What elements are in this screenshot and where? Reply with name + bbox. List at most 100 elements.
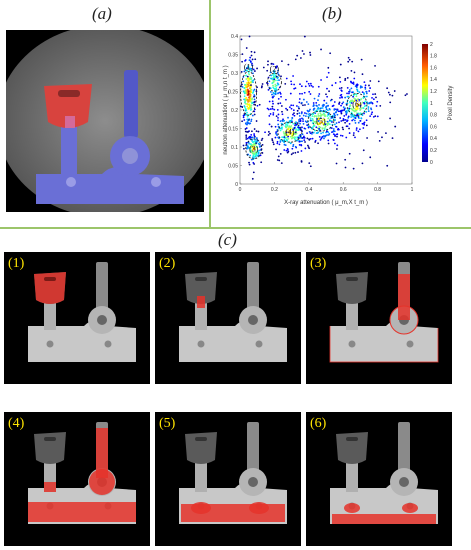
scatter-point <box>269 113 272 115</box>
scatter-point <box>305 101 308 103</box>
scatter-point <box>340 109 343 112</box>
scatter-point <box>309 82 312 85</box>
colorbar-tick-label: 1 <box>430 101 433 107</box>
scatter-point <box>250 143 252 146</box>
scatter-point <box>326 76 328 79</box>
scatter-point <box>351 119 354 122</box>
scatter-point <box>250 118 253 121</box>
scatter-point <box>283 141 286 144</box>
scatter-point <box>309 132 312 135</box>
scatter-point <box>297 151 299 153</box>
scatter-point <box>244 59 247 61</box>
scatter-point <box>249 56 252 59</box>
scatter-point <box>249 60 252 63</box>
scatter-point <box>279 92 282 95</box>
scatter-point <box>267 134 270 136</box>
scatter-point <box>249 122 252 125</box>
scatter-point <box>329 99 332 102</box>
scatter-point <box>306 137 309 140</box>
colorbar-label: Pixel Density <box>448 86 454 121</box>
scatter-point <box>305 112 308 115</box>
scatter-point <box>250 88 253 91</box>
scatter-point <box>389 101 392 104</box>
cluster-ellipse <box>277 121 303 143</box>
scatter-point <box>341 102 344 105</box>
scatter-point <box>279 129 282 132</box>
scatter-point <box>242 76 245 78</box>
scatter-point <box>260 139 263 141</box>
scatter-point <box>347 115 350 118</box>
scatter-point <box>284 144 287 147</box>
scatter-point <box>352 167 355 170</box>
scatter-point <box>298 107 300 110</box>
scatter-point <box>333 116 336 119</box>
scatter-point <box>332 139 335 141</box>
scatter-point <box>275 132 277 135</box>
scatter-point <box>351 82 354 85</box>
scatter-point <box>313 114 316 117</box>
scatter-point <box>261 137 264 140</box>
scatter-point <box>253 155 256 158</box>
scatter-point <box>353 71 356 74</box>
tile-label: (5) <box>159 416 176 431</box>
scatter-point <box>311 122 314 124</box>
scatter-point <box>276 134 279 136</box>
scatter-point <box>327 111 330 114</box>
scatter-point <box>273 75 275 78</box>
scatter-point <box>243 113 246 115</box>
scatter-point <box>270 77 273 80</box>
scatter-point <box>244 128 247 130</box>
scatter-point <box>326 95 329 98</box>
x-axis-label: X-ray attenuation ( μ_m,X t_m ) <box>284 200 368 206</box>
tile-label: (1) <box>8 256 25 271</box>
scatter-point <box>300 111 303 114</box>
scatter-point <box>314 110 317 113</box>
scatter-point <box>297 106 300 108</box>
panel-a-image <box>6 30 204 212</box>
cluster-label: (2) <box>270 64 280 73</box>
scatter-point <box>278 79 280 82</box>
scatter-point <box>335 122 338 124</box>
scatter-point <box>300 144 303 146</box>
scatter-point <box>344 96 347 99</box>
scatter-point <box>333 123 336 126</box>
scatter-point <box>294 138 297 141</box>
scatter-point <box>245 88 248 91</box>
scatter-point <box>362 127 365 129</box>
scatter-point <box>299 83 301 86</box>
scatter-point <box>251 114 254 117</box>
panel-c-label: (c) <box>218 230 237 249</box>
scatter-point <box>322 131 324 134</box>
scatter-point <box>309 93 312 95</box>
scatter-point <box>364 84 367 87</box>
scatter-point <box>385 132 387 135</box>
tile-label: (6) <box>310 416 327 431</box>
scatter-point <box>276 159 279 161</box>
scatter-point <box>284 125 287 128</box>
scatter-point <box>360 117 363 120</box>
scatter-point <box>314 129 316 132</box>
scatter-point <box>290 137 293 140</box>
scatter-point <box>290 107 293 110</box>
scatter-point <box>315 104 318 107</box>
y-tick-label: 0.4 <box>231 34 238 40</box>
scatter-point <box>290 153 293 156</box>
scatter-point <box>298 92 301 95</box>
scatter-point <box>331 84 334 87</box>
scatter-point <box>272 113 275 116</box>
scatter-point <box>272 84 274 87</box>
scatter-point <box>350 81 353 84</box>
scatter-point <box>289 132 292 135</box>
scatter-point <box>247 79 249 82</box>
tile-6: (6) <box>306 412 452 546</box>
scatter-point <box>350 116 353 118</box>
scatter-point <box>300 150 303 152</box>
scatter-point <box>277 76 279 79</box>
scatter-point <box>273 71 276 74</box>
scatter-point <box>319 138 322 141</box>
x-tick-label: 0 <box>239 187 242 193</box>
scatter-point <box>303 136 306 139</box>
scatter-point <box>313 97 316 100</box>
scatter-point <box>272 143 275 146</box>
scatter-point <box>354 117 357 120</box>
